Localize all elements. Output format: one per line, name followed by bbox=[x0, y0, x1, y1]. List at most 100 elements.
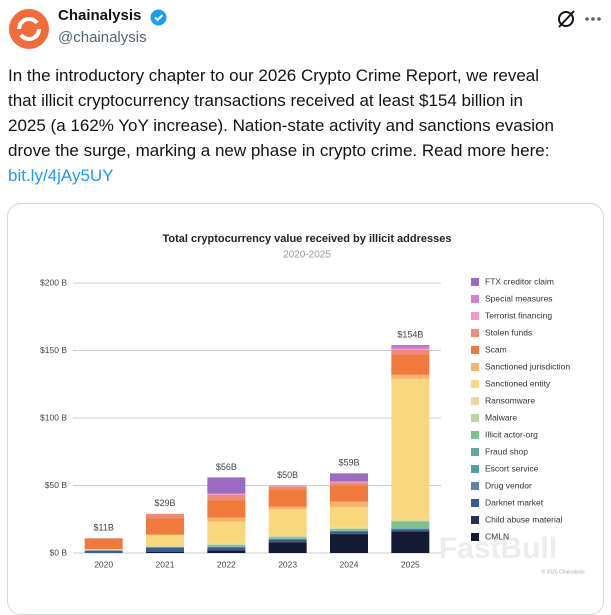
total-label: $29B bbox=[154, 498, 175, 508]
chart-subtitle: 2020-2025 bbox=[283, 250, 331, 261]
bar-segment bbox=[269, 542, 307, 553]
y-tick-label: $50 B bbox=[45, 480, 68, 490]
legend-swatch bbox=[471, 346, 479, 354]
legend-swatch bbox=[471, 448, 479, 456]
x-tick-label: 2021 bbox=[156, 559, 175, 569]
y-tick-label: $100 B bbox=[40, 412, 67, 422]
legend-swatch bbox=[471, 380, 479, 388]
bar-segment bbox=[207, 495, 245, 500]
legend-swatch bbox=[471, 363, 479, 371]
legend-label: CMLN bbox=[485, 531, 509, 541]
bar-segment bbox=[85, 549, 123, 550]
x-tick-label: 2020 bbox=[94, 559, 113, 569]
bar-segment bbox=[269, 509, 307, 535]
bar-segment bbox=[391, 520, 429, 521]
tweet-text: In the introductory chapter to our 2026 … bbox=[8, 63, 608, 188]
text-line: that illicit cryptocurrency transactions… bbox=[8, 88, 608, 113]
bar-segment bbox=[269, 489, 307, 507]
text-line: drove the surge, marking a new phase in … bbox=[8, 138, 608, 163]
legend-swatch bbox=[471, 533, 479, 541]
bar-segment bbox=[330, 485, 368, 501]
total-label: $59B bbox=[338, 458, 359, 468]
total-label: $56B bbox=[216, 462, 237, 472]
legend-label: Terrorist financing bbox=[485, 310, 552, 320]
legend-label: FTX creditor claim bbox=[485, 276, 554, 286]
x-tick-label: 2025 bbox=[401, 559, 420, 569]
chart: Total cryptocurrency value received by i… bbox=[8, 204, 603, 601]
bar-segment bbox=[269, 486, 307, 489]
legend-swatch bbox=[471, 329, 479, 337]
bar-segment bbox=[391, 349, 429, 350]
legend-swatch bbox=[471, 397, 479, 405]
bar-segment bbox=[391, 521, 429, 528]
legend-label: Special measures bbox=[485, 293, 553, 303]
bar-segment bbox=[85, 538, 123, 539]
bar-segment bbox=[207, 522, 245, 544]
bar-segment bbox=[146, 514, 184, 519]
bar-segment bbox=[146, 545, 184, 546]
bar-segment bbox=[391, 350, 429, 355]
y-tick-label: $150 B bbox=[40, 345, 67, 355]
bar-segment bbox=[269, 537, 307, 538]
bar-segment bbox=[330, 507, 368, 527]
avatar[interactable] bbox=[8, 8, 50, 50]
link[interactable]: bit.ly/4jAy5UY bbox=[8, 163, 608, 188]
legend-label: Malware bbox=[485, 412, 517, 422]
bar-segment bbox=[330, 531, 368, 534]
bar-segment bbox=[207, 545, 245, 546]
bar-segment bbox=[330, 534, 368, 553]
bar-segment bbox=[207, 543, 245, 544]
bar-segment bbox=[330, 529, 368, 530]
bar-segment bbox=[391, 379, 429, 520]
x-tick-label: 2024 bbox=[340, 559, 359, 569]
text-line: 2025 (a 162% YoY increase). Nation-state… bbox=[8, 113, 608, 138]
bar-segment bbox=[330, 473, 368, 481]
bar-segment bbox=[207, 477, 245, 493]
text-line: In the introductory chapter to our 2026 … bbox=[8, 63, 608, 88]
legend-label: Illicit actor-org bbox=[485, 429, 538, 439]
legend-swatch bbox=[471, 278, 479, 286]
more-button[interactable] bbox=[583, 8, 603, 30]
bar-segment bbox=[207, 494, 245, 495]
bar-segment bbox=[391, 375, 429, 379]
bar-segment bbox=[207, 547, 245, 550]
legend-label: Darknet market bbox=[485, 497, 544, 507]
legend-label: Ransomware bbox=[485, 395, 535, 405]
x-tick-label: 2023 bbox=[278, 559, 297, 569]
legend-label: Sanctioned jurisdiction bbox=[485, 361, 570, 371]
grok-icon[interactable] bbox=[555, 8, 577, 30]
bar-segment bbox=[207, 518, 245, 522]
bar-segment bbox=[391, 345, 429, 346]
credit: © 2026 Chainalysis bbox=[541, 568, 585, 575]
bar-segment bbox=[330, 502, 368, 507]
bar-segment bbox=[85, 550, 123, 551]
bar-segment bbox=[391, 346, 429, 349]
x-tick-label: 2022 bbox=[217, 559, 236, 569]
legend-label: Fraud shop bbox=[485, 446, 528, 456]
legend-label: Sanctioned entity bbox=[485, 378, 551, 388]
media-card[interactable]: Total cryptocurrency value received by i… bbox=[7, 203, 604, 615]
legend-swatch bbox=[471, 295, 479, 303]
bar-segment bbox=[391, 529, 429, 531]
handle[interactable]: @chainalysis bbox=[58, 29, 147, 46]
bar-segment bbox=[207, 550, 245, 553]
legend-label: Child abuse material bbox=[485, 514, 563, 524]
total-label: $154B bbox=[397, 329, 423, 339]
legend-swatch bbox=[471, 499, 479, 507]
legend-swatch bbox=[471, 414, 479, 422]
legend-label: Escort service bbox=[485, 463, 539, 473]
legend-label: Scam bbox=[485, 344, 507, 354]
bar-segment bbox=[330, 482, 368, 485]
verified-badge bbox=[150, 9, 167, 26]
bar-segment bbox=[269, 539, 307, 542]
bar-segment bbox=[330, 481, 368, 482]
chart-title: Total cryptocurrency value received by i… bbox=[163, 233, 452, 245]
bar-segment bbox=[146, 535, 184, 546]
bar-segment bbox=[207, 500, 245, 518]
legend-swatch bbox=[471, 431, 479, 439]
bar-segment bbox=[330, 527, 368, 528]
y-tick-label: $200 B bbox=[40, 277, 67, 287]
bar-segment bbox=[330, 528, 368, 529]
display-name[interactable]: Chainalysis bbox=[58, 7, 141, 24]
bar-segment bbox=[391, 531, 429, 553]
